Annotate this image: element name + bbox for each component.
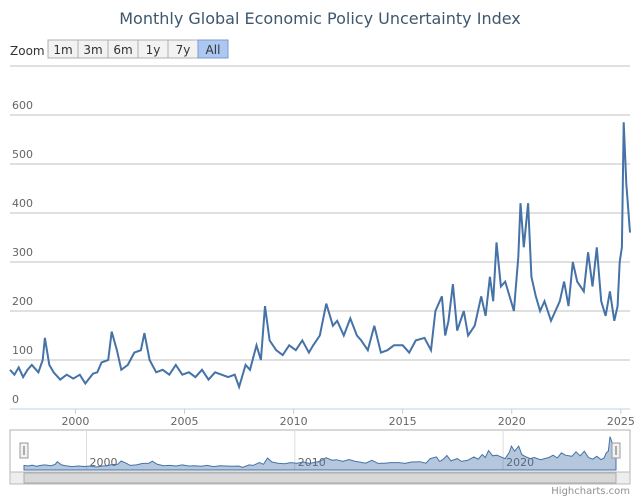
plot: 0 100 200 300 400 500 600 2000 2005 2010 2015 2020 2… bbox=[9, 99, 635, 428]
navigator-tick-label: 2020 bbox=[506, 456, 534, 469]
scrollbar-thumb[interactable] bbox=[23, 472, 617, 484]
y-tick-label: 200 bbox=[12, 295, 33, 308]
x-tick-label: 2005 bbox=[171, 415, 199, 428]
y-tick-label: 500 bbox=[12, 148, 33, 161]
x-tick-label: 2000 bbox=[61, 415, 89, 428]
y-tick-label: 0 bbox=[12, 393, 19, 406]
zoom-buttons: 1m 3m 6m 1y 7y All bbox=[47, 39, 229, 59]
zoom-button-label[interactable]: 7y bbox=[176, 43, 191, 57]
x-tick-label: 2015 bbox=[389, 415, 417, 428]
zoom-button-label[interactable]: All bbox=[206, 43, 221, 57]
zoom-button[interactable] bbox=[197, 39, 229, 59]
series-line bbox=[9, 122, 631, 391]
x-tick-label: 2010 bbox=[280, 415, 308, 428]
navigator-area bbox=[23, 436, 617, 471]
y-tick-label: 100 bbox=[12, 344, 33, 357]
credits[interactable]: Highcharts.com bbox=[551, 486, 630, 497]
zoom-label: Zoom bbox=[10, 44, 45, 58]
x-tick-label: 2020 bbox=[498, 415, 526, 428]
zoom-button-label[interactable]: 3m bbox=[83, 43, 102, 57]
chart-title: Monthly Global Economic Policy Uncertain… bbox=[119, 9, 521, 28]
y-tick-label: 400 bbox=[12, 197, 33, 210]
y-tick-label: 300 bbox=[12, 246, 33, 259]
y-tick-label: 600 bbox=[12, 99, 33, 112]
zoom-button-label[interactable]: 6m bbox=[113, 43, 132, 57]
zoom-button-label[interactable]: 1m bbox=[53, 43, 72, 57]
x-tick-label: 2025 bbox=[607, 415, 635, 428]
zoom-button-label[interactable]: 1y bbox=[146, 43, 161, 57]
navigator: 2000 2010 2020 bbox=[19, 430, 621, 471]
navigator-tick-label: 2000 bbox=[89, 456, 117, 469]
